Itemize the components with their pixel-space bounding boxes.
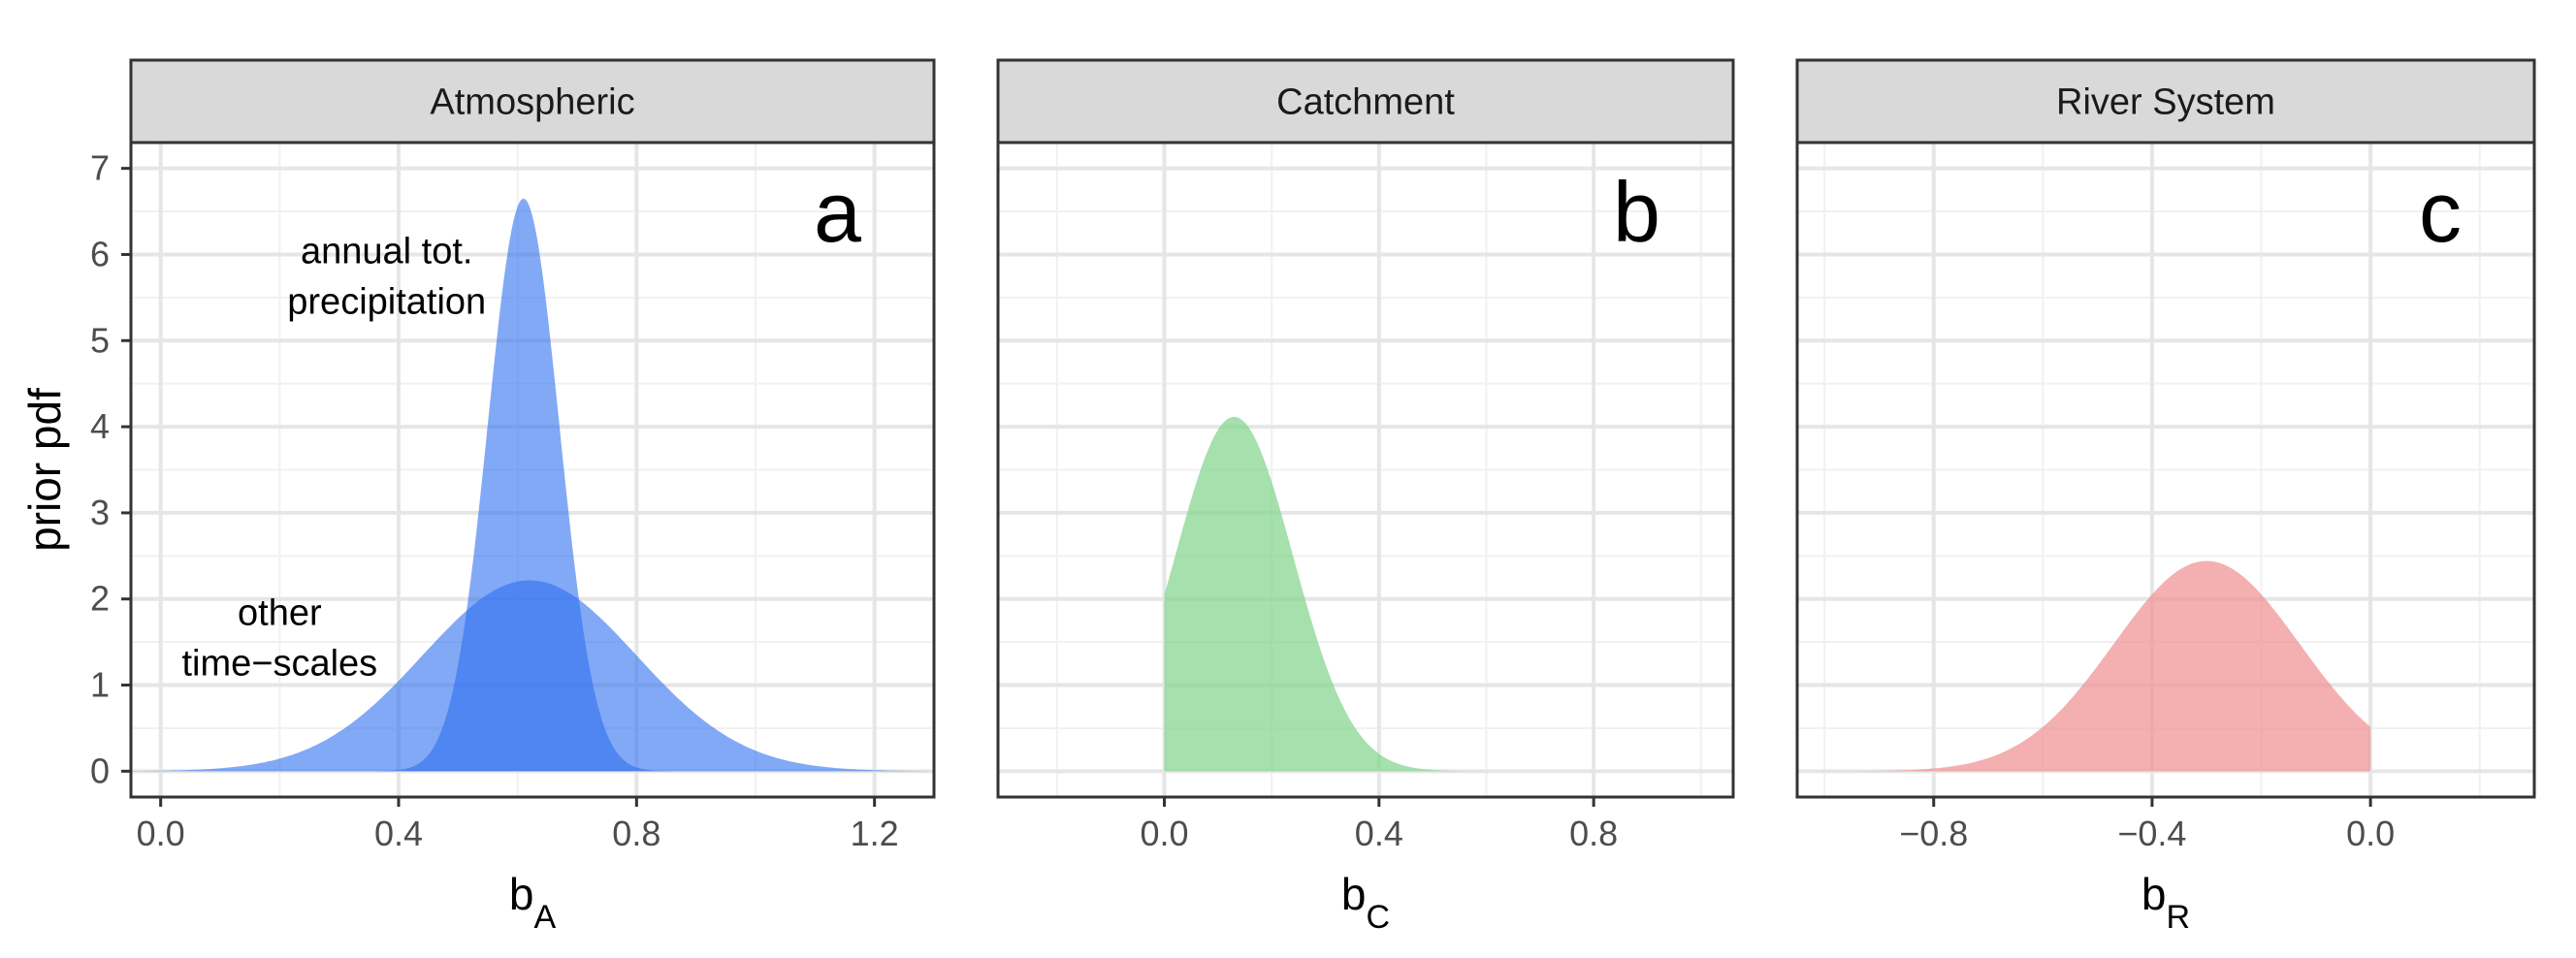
x-tick-label: 0.0 <box>2346 814 2395 853</box>
panel-c: River System c −0.8 −0.4 0.0 bR <box>1795 58 2536 936</box>
facet-strip-title: Atmospheric <box>430 82 634 123</box>
density-area-b-0 <box>1164 416 1483 772</box>
x-tick-label: 0.4 <box>374 814 423 853</box>
y-axis-title: prior pdf <box>19 388 70 552</box>
x-tick-label: −0.4 <box>2117 814 2186 853</box>
panel-letter: a <box>814 164 861 260</box>
panel-a: Atmospheric a 0.0 0.4 0.8 1.2 bA 0 1 2 3 4 5 6 7 prior … <box>19 58 936 936</box>
x-tick-label: 0.0 <box>1140 814 1188 853</box>
x-axis-title: bA <box>509 869 557 936</box>
y-tick-label: 1 <box>90 665 110 705</box>
y-tick-label: 6 <box>90 234 110 273</box>
y-tick-label: 4 <box>90 406 110 446</box>
x-tick-label: 0.8 <box>1569 814 1618 853</box>
facet-strip-title: Catchment <box>1276 82 1455 123</box>
facet-strip <box>1795 58 2536 144</box>
annotation-label: annual tot. precipitation <box>287 231 486 322</box>
x-tick-label: 1.2 <box>851 814 899 853</box>
y-tick-label: 5 <box>90 320 110 360</box>
y-tick-label: 2 <box>90 579 110 619</box>
x-tick-label: 0.4 <box>1355 814 1403 853</box>
y-tick-label: 7 <box>90 148 110 188</box>
x-axis-title: bC <box>1341 869 1390 936</box>
panel-b: Catchment b 0.0 0.4 0.8 bC <box>996 58 1735 936</box>
x-tick-label: 0.8 <box>612 814 660 853</box>
panel-letter: b <box>1613 164 1660 260</box>
x-axis-title: bR <box>2141 869 2190 936</box>
density-area-a-1 <box>373 198 674 772</box>
panel-letter: c <box>2419 164 2462 260</box>
annotation-label: other time−scales <box>181 592 377 684</box>
density-area-c-0 <box>1817 560 2371 772</box>
y-tick-label: 3 <box>90 493 110 532</box>
x-tick-label: −0.8 <box>1899 814 1968 853</box>
facet-strip <box>129 58 936 144</box>
facet-strip <box>996 58 1735 144</box>
facet-strip-title: River System <box>2056 82 2275 123</box>
x-tick-label: 0.0 <box>137 814 185 853</box>
y-tick-label: 0 <box>90 750 110 790</box>
